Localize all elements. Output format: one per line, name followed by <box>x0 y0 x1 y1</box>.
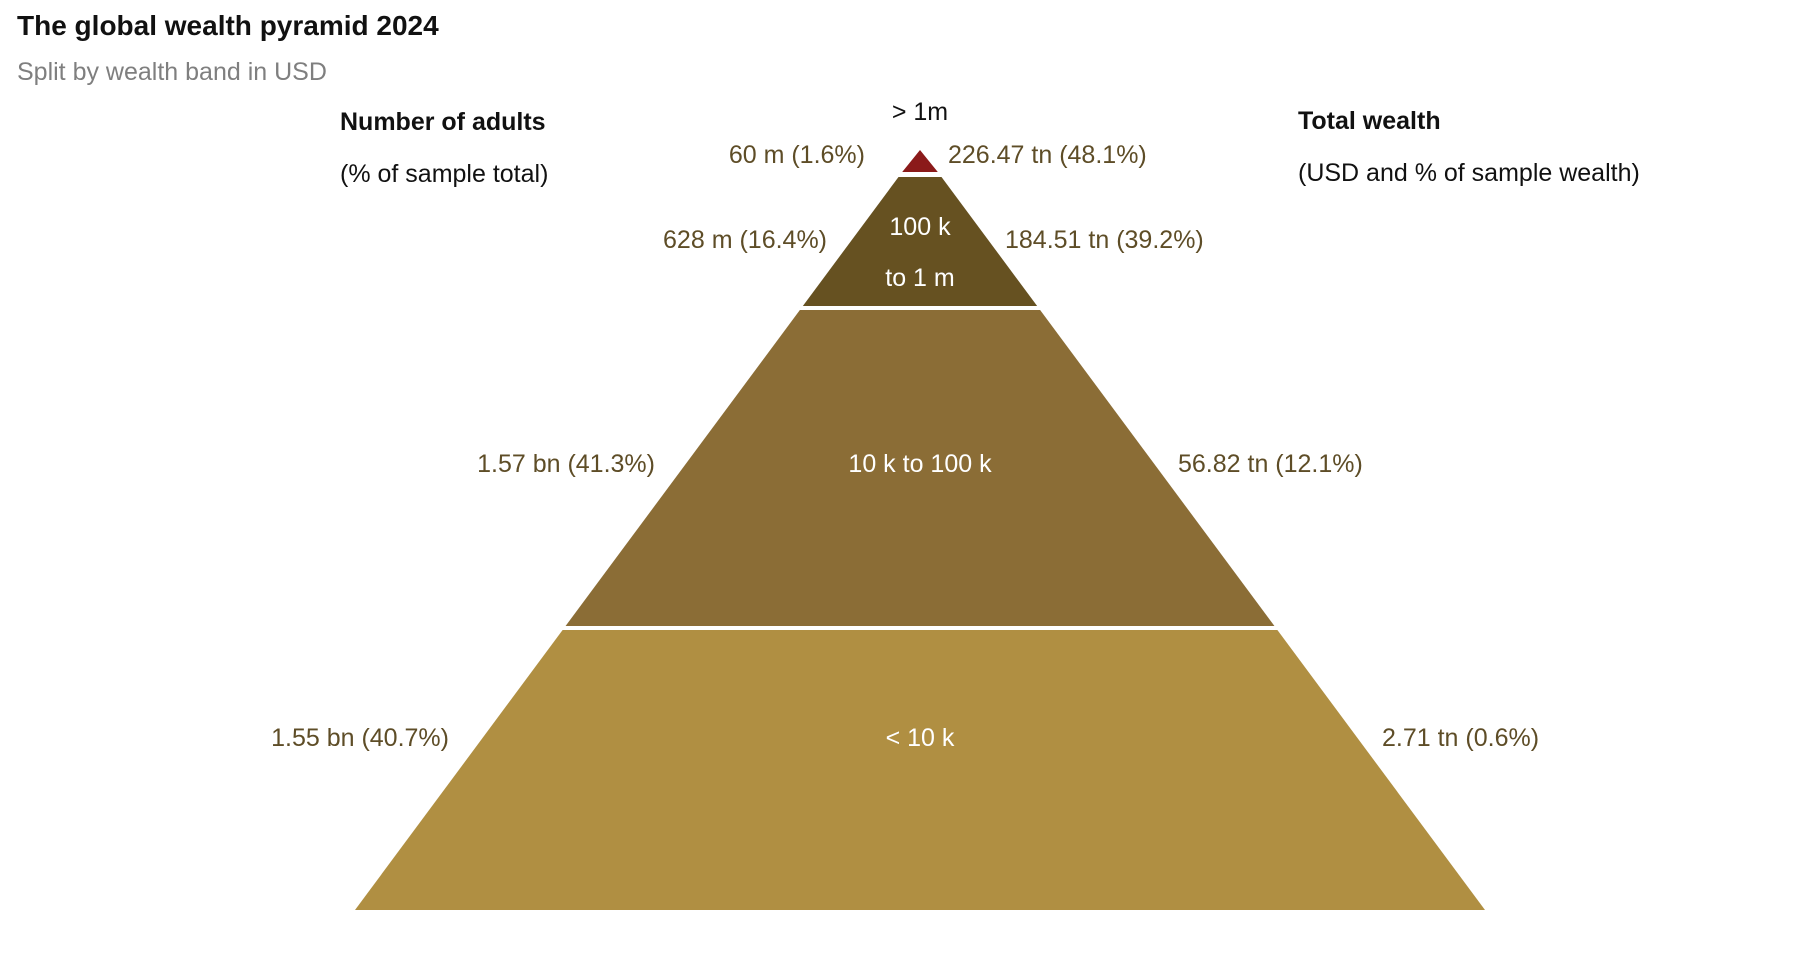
right-column-subtitle: (USD and % of sample wealth) <box>1298 159 1640 187</box>
left-column-subtitle: (% of sample total) <box>340 160 549 188</box>
band-3-shape <box>565 310 1275 626</box>
band-4-label: < 10 k <box>886 724 955 752</box>
band-3-label: 10 k to 100 k <box>848 450 992 478</box>
wealth-label-band-1: 226.47 tn (48.1%) <box>948 141 1147 169</box>
band-1-label: > 1m <box>892 98 948 126</box>
wealth-label-band-4: 2.71 tn (0.6%) <box>1382 724 1539 752</box>
wealth-label-band-3: 56.82 tn (12.1%) <box>1178 450 1363 478</box>
adults-label-band-3: 1.57 bn (41.3%) <box>477 450 655 478</box>
adults-label-band-4: 1.55 bn (40.7%) <box>271 724 449 752</box>
chart-title: The global wealth pyramid 2024 <box>17 10 439 41</box>
wealth-label-band-2: 184.51 tn (39.2%) <box>1005 226 1204 254</box>
adults-label-band-2: 628 m (16.4%) <box>663 226 827 254</box>
band-1-shape <box>902 150 938 172</box>
band-4-shape <box>355 630 1485 910</box>
band-2-label: 100 k <box>889 213 951 241</box>
left-column-title: Number of adults <box>340 108 546 136</box>
band-2-shape <box>802 177 1038 306</box>
right-column-title: Total wealth <box>1298 107 1441 135</box>
adults-label-band-1: 60 m (1.6%) <box>729 141 865 169</box>
chart-subtitle: Split by wealth band in USD <box>17 58 327 86</box>
band-2-label: to 1 m <box>885 264 954 292</box>
